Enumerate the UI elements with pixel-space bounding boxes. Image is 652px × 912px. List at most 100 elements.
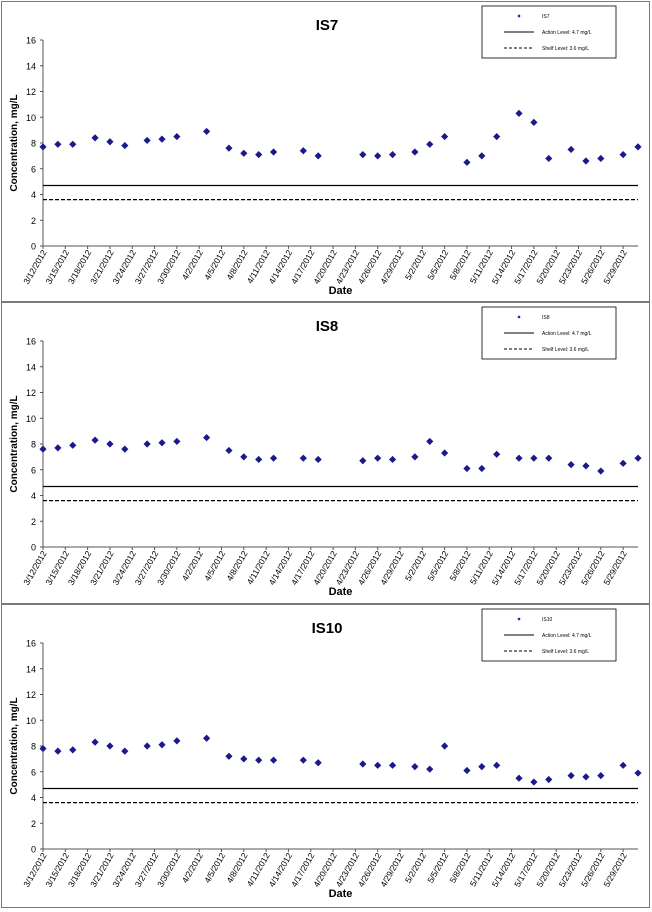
data-point — [463, 464, 471, 473]
data-point — [545, 454, 553, 462]
data-point — [121, 445, 129, 453]
y-tick-label: 8 — [31, 139, 36, 149]
y-tick-label: 6 — [31, 767, 36, 777]
chart-title: IS10 — [312, 620, 343, 637]
data-point — [426, 437, 434, 446]
data-point — [225, 446, 233, 455]
data-point — [39, 143, 47, 151]
data-point — [299, 454, 307, 462]
data-point — [143, 136, 151, 145]
data-point — [478, 763, 486, 771]
y-tick-label: 16 — [26, 639, 36, 649]
data-point — [597, 154, 605, 163]
x-axis-label: Date — [329, 586, 353, 598]
data-point — [388, 455, 397, 464]
y-tick-label: 10 — [26, 414, 36, 424]
chart-title: IS8 — [316, 318, 339, 335]
legend-label: Action Level: 4.7 mg/L — [542, 30, 592, 36]
data-point — [567, 145, 575, 154]
data-point — [269, 148, 278, 156]
data-point — [374, 152, 382, 160]
data-point — [91, 738, 99, 746]
data-point — [173, 737, 181, 745]
data-point — [299, 756, 307, 764]
data-point — [411, 763, 419, 771]
data-point — [269, 454, 278, 462]
data-point — [411, 148, 419, 156]
y-tick-label: 16 — [26, 337, 36, 347]
data-point — [143, 742, 151, 750]
data-point — [69, 140, 77, 148]
data-point — [530, 118, 538, 126]
data-point — [106, 742, 114, 750]
data-point — [597, 772, 605, 780]
data-point — [158, 439, 166, 447]
data-point — [582, 462, 590, 470]
data-point — [255, 455, 263, 464]
data-point — [478, 152, 486, 160]
data-point — [545, 775, 553, 784]
data-point — [121, 141, 129, 150]
data-point — [619, 459, 627, 467]
chart-title: IS7 — [316, 17, 339, 34]
data-point — [69, 441, 77, 449]
data-point — [359, 457, 367, 465]
data-point — [567, 461, 575, 469]
data-point — [106, 138, 114, 146]
y-tick-label: 0 — [31, 845, 36, 855]
y-tick-label: 2 — [31, 216, 36, 226]
data-point — [388, 761, 397, 769]
data-point — [515, 774, 523, 782]
data-point — [314, 455, 322, 464]
data-point — [411, 453, 419, 461]
chart-panel-is10: IS10 0 2 4 6 8 10 12 14 16 Concentration, mg/L 3/12… — [1, 604, 650, 908]
legend-label: IS10 — [542, 617, 553, 623]
x-axis-label: Date — [329, 285, 353, 297]
data-point — [121, 747, 129, 755]
y-axis-label: Concentration, mg/L — [9, 94, 20, 191]
data-point — [515, 109, 523, 117]
data-point — [619, 761, 627, 769]
y-tick-label: 4 — [31, 190, 36, 200]
data-point — [225, 144, 233, 152]
x-axis-label: Date — [329, 888, 353, 900]
data-point — [493, 132, 501, 141]
y-tick-label: 12 — [26, 388, 36, 398]
data-point — [39, 445, 47, 453]
data-point — [314, 152, 322, 160]
data-point — [91, 436, 99, 444]
data-point — [39, 744, 47, 753]
y-tick-label: 12 — [26, 87, 36, 97]
y-tick-label: 8 — [31, 742, 36, 752]
y-tick-label: 4 — [31, 793, 36, 803]
data-point — [619, 150, 627, 159]
y-tick-label: 10 — [26, 716, 36, 726]
legend-label: Shelf Level: 3.6 mg/L — [542, 46, 589, 52]
data-point — [143, 440, 151, 448]
data-point — [203, 127, 211, 136]
data-point — [597, 467, 605, 475]
data-point — [240, 453, 248, 461]
y-tick-label: 8 — [31, 440, 36, 450]
data-point — [374, 761, 382, 769]
data-point — [530, 778, 538, 786]
data-point — [158, 135, 166, 143]
data-point — [582, 773, 590, 781]
data-point — [374, 454, 382, 462]
legend-label: IS7 — [542, 14, 550, 20]
data-point — [158, 741, 166, 749]
data-point — [203, 734, 211, 742]
data-point — [634, 769, 642, 777]
data-point — [463, 158, 471, 166]
legend-label: IS8 — [542, 315, 550, 321]
legend-marker-swatch — [517, 14, 521, 18]
data-point — [269, 756, 278, 764]
data-point — [173, 132, 181, 141]
data-point — [106, 440, 114, 448]
data-point — [359, 760, 367, 768]
data-point — [426, 765, 434, 773]
data-point — [240, 755, 248, 763]
y-tick-label: 14 — [26, 61, 36, 71]
y-tick-label: 4 — [31, 491, 36, 501]
data-point — [240, 149, 248, 157]
